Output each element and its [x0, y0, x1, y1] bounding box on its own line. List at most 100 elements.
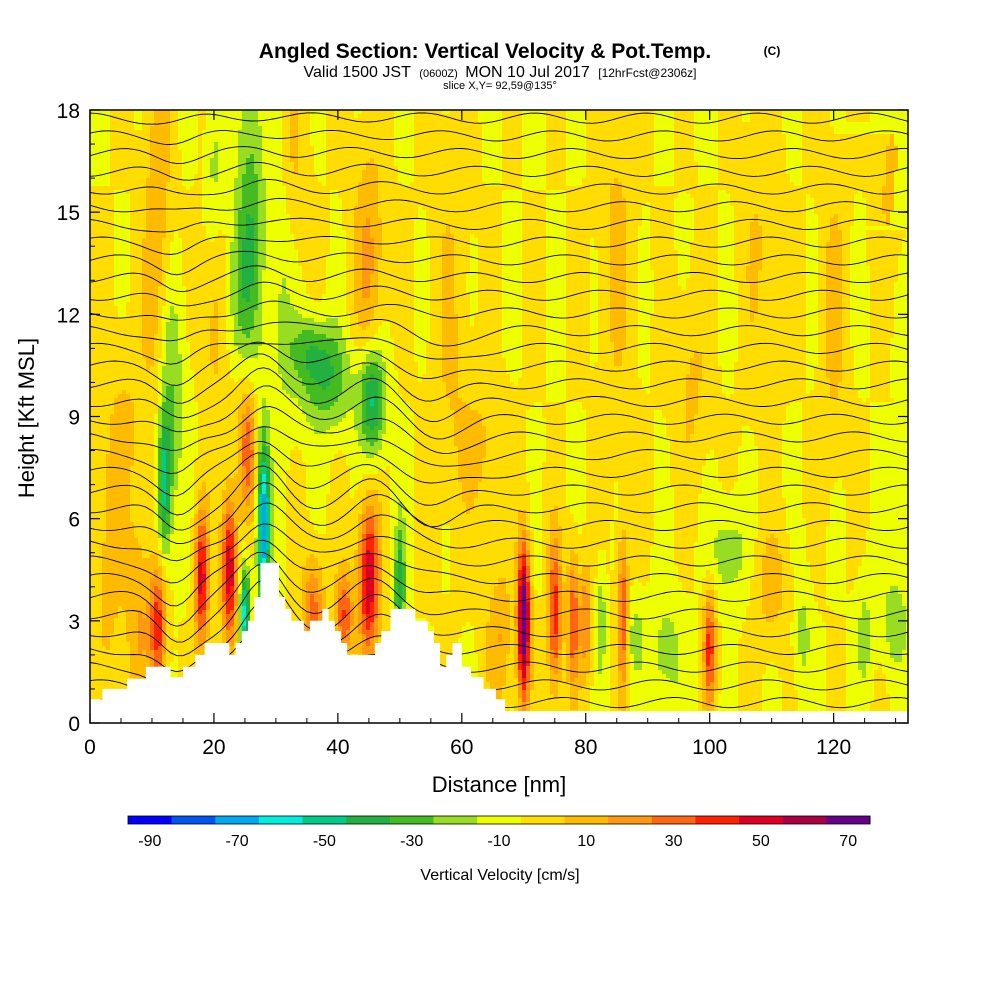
- velocity-cell: [226, 478, 242, 482]
- velocity-cell: [574, 570, 578, 574]
- velocity-cell: [258, 278, 262, 282]
- velocity-cell: [258, 234, 266, 238]
- velocity-cell: [158, 474, 162, 478]
- velocity-cell: [430, 322, 442, 326]
- velocity-cell: [262, 422, 270, 426]
- velocity-cell: [550, 522, 558, 526]
- velocity-cell: [218, 558, 222, 562]
- velocity-cell: [522, 630, 526, 634]
- velocity-cell: [806, 522, 830, 526]
- velocity-cell: [626, 226, 638, 230]
- velocity-cell: [826, 334, 842, 338]
- velocity-cell: [434, 642, 458, 646]
- velocity-cell: [370, 642, 374, 646]
- velocity-cell: [190, 346, 210, 350]
- velocity-cell: [382, 402, 386, 406]
- velocity-cell: [886, 218, 890, 222]
- velocity-cell: [806, 518, 830, 522]
- velocity-cell: [470, 406, 530, 410]
- velocity-cell: [702, 626, 706, 630]
- velocity-cell: [194, 482, 202, 486]
- velocity-cell: [254, 318, 262, 322]
- velocity-cell: [182, 242, 226, 246]
- velocity-cell: [242, 594, 246, 598]
- velocity-cell: [738, 310, 750, 314]
- velocity-cell: [250, 458, 254, 462]
- velocity-cell: [758, 306, 806, 310]
- velocity-cell: [306, 286, 326, 290]
- velocity-cell: [414, 146, 482, 150]
- velocity-cell: [870, 282, 894, 286]
- velocity-cell: [366, 538, 374, 542]
- velocity-cell: [366, 574, 374, 578]
- velocity-cell: [582, 590, 586, 594]
- velocity-cell: [518, 534, 522, 538]
- velocity-cell: [818, 294, 826, 298]
- velocity-cell: [498, 638, 502, 642]
- velocity-cell: [166, 194, 202, 198]
- velocity-cell: [90, 602, 102, 606]
- velocity-cell: [702, 582, 714, 586]
- velocity-cell: [306, 626, 310, 630]
- velocity-cell: [146, 202, 166, 206]
- velocity-cell: [398, 546, 402, 550]
- velocity-cell: [354, 234, 362, 238]
- velocity-cell: [174, 482, 178, 486]
- velocity-cell: [694, 226, 718, 230]
- velocity-cell: [226, 574, 234, 578]
- velocity-cell: [142, 266, 162, 270]
- velocity-cell: [518, 574, 522, 578]
- velocity-cell: [222, 502, 226, 506]
- velocity-cell: [398, 510, 402, 514]
- velocity-cell: [238, 294, 242, 298]
- velocity-cell: [194, 530, 198, 534]
- velocity-cell: [714, 542, 742, 546]
- velocity-cell: [90, 406, 114, 410]
- velocity-cell: [846, 590, 850, 594]
- velocity-cell: [298, 142, 310, 146]
- velocity-cell: [398, 374, 418, 378]
- velocity-cell: [718, 642, 722, 646]
- velocity-cell: [750, 114, 782, 118]
- velocity-cell: [766, 542, 778, 546]
- velocity-cell: [254, 254, 258, 258]
- velocity-cell: [110, 170, 150, 174]
- velocity-cell: [546, 458, 566, 462]
- velocity-cell: [566, 294, 590, 298]
- velocity-cell: [566, 234, 610, 238]
- velocity-cell: [162, 610, 166, 614]
- velocity-cell: [598, 590, 602, 594]
- velocity-cell: [702, 370, 722, 374]
- velocity-cell: [194, 526, 198, 530]
- velocity-cell: [246, 162, 254, 166]
- velocity-cell: [90, 226, 114, 230]
- velocity-cell: [258, 434, 262, 438]
- velocity-cell: [594, 246, 610, 250]
- velocity-cell: [630, 626, 642, 630]
- velocity-cell: [434, 638, 458, 642]
- velocity-cell: [234, 330, 242, 334]
- velocity-cell: [886, 174, 894, 178]
- velocity-cell: [194, 502, 198, 506]
- velocity-cell: [262, 402, 266, 406]
- velocity-cell: [266, 470, 270, 474]
- velocity-cell: [278, 298, 290, 302]
- velocity-cell: [618, 554, 626, 558]
- velocity-cell: [362, 426, 370, 430]
- velocity-cell: [258, 570, 262, 574]
- velocity-cell: [650, 214, 674, 218]
- velocity-cell: [610, 618, 618, 622]
- velocity-cell: [90, 574, 102, 578]
- velocity-cell: [334, 374, 342, 378]
- velocity-cell: [598, 602, 606, 606]
- velocity-cell: [674, 494, 698, 498]
- velocity-cell: [394, 350, 414, 354]
- velocity-cell: [366, 382, 378, 386]
- velocity-cell: [242, 198, 258, 202]
- velocity-cell: [110, 122, 134, 126]
- velocity-cell: [826, 366, 842, 370]
- velocity-cell: [818, 214, 834, 218]
- velocity-cell: [522, 566, 526, 570]
- velocity-cell: [210, 322, 218, 326]
- velocity-cell: [90, 534, 106, 538]
